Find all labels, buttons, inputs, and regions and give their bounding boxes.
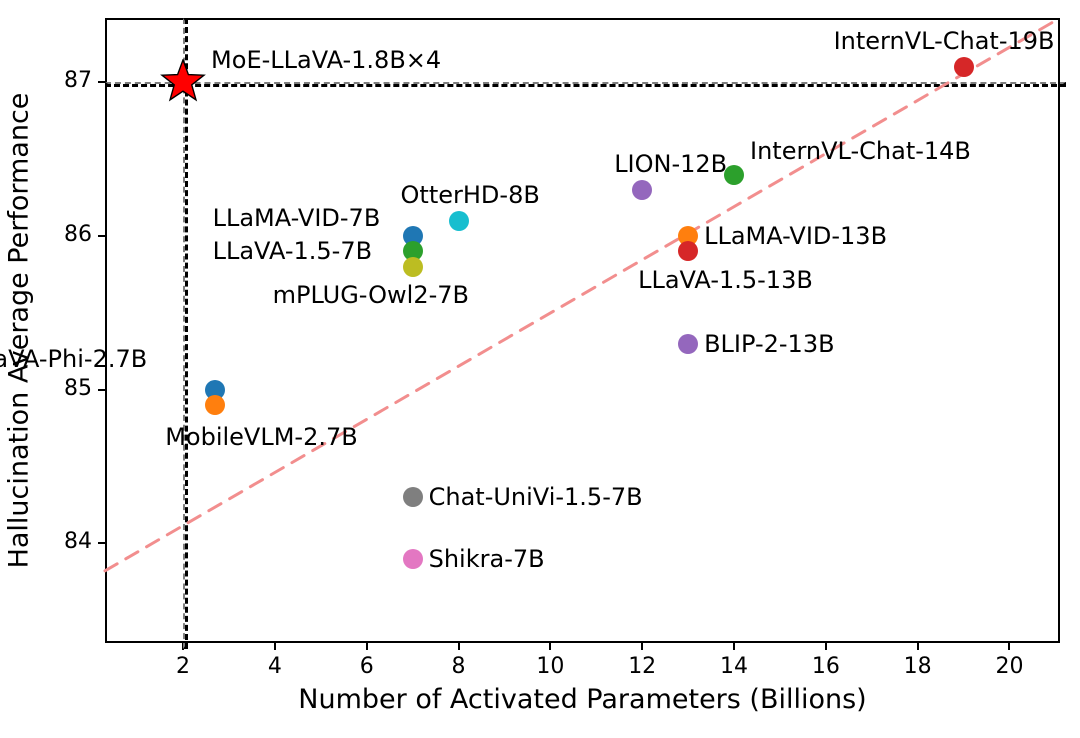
x-tick: [733, 643, 735, 650]
x-tick-label: 16: [796, 654, 856, 679]
x-tick: [825, 643, 827, 650]
y-axis-label: Hallucination Average Performance: [4, 30, 35, 630]
data-point: [632, 180, 652, 200]
y-tick: [98, 235, 105, 237]
x-tick-label: 2: [153, 654, 213, 679]
point-label: LION-12B: [614, 150, 727, 178]
point-label: LLaVA-1.5-13B: [638, 266, 813, 294]
point-label: LLaVA-Phi-2.7B: [0, 345, 147, 373]
data-point: [678, 334, 698, 354]
data-point: [449, 211, 469, 231]
x-tick: [917, 643, 919, 650]
point-label: LLaMA-VID-7B: [213, 204, 381, 232]
x-tick: [1008, 643, 1010, 650]
x-tick: [366, 643, 368, 650]
data-point: [403, 487, 423, 507]
point-label: mPLUG-Owl2-7B: [273, 281, 469, 309]
y-tick-label: 86: [64, 222, 92, 247]
y-tick-label: 87: [64, 68, 92, 93]
point-label: LLaMA-VID-13B: [704, 222, 887, 250]
data-point: [403, 549, 423, 569]
x-axis-label: Number of Activated Parameters (Billions…: [105, 684, 1060, 715]
x-tick-label: 10: [520, 654, 580, 679]
point-label: InternVL-Chat-19B: [834, 27, 1055, 55]
scatter-chart: Number of Activated Parameters (Billions…: [0, 0, 1080, 738]
x-tick-label: 14: [704, 654, 764, 679]
x-tick-label: 6: [337, 654, 397, 679]
point-label: Shikra-7B: [429, 545, 545, 573]
y-tick: [98, 389, 105, 391]
x-tick-label: 12: [612, 654, 672, 679]
data-point: [403, 257, 423, 277]
x-tick-label: 8: [429, 654, 489, 679]
x-tick: [458, 643, 460, 650]
point-label: LLaVA-1.5-7B: [213, 237, 372, 265]
star-label: MoE-LLaVA-1.8B×4: [211, 46, 441, 74]
point-label: MobileVLM-2.7B: [165, 423, 358, 451]
y-tick-label: 85: [64, 376, 92, 401]
x-tick: [549, 643, 551, 650]
x-tick: [641, 643, 643, 650]
x-tick-label: 4: [245, 654, 305, 679]
y-tick: [98, 81, 105, 83]
data-point: [205, 395, 225, 415]
data-point: [678, 241, 698, 261]
point-label: Chat-UniVi-1.5-7B: [429, 483, 643, 511]
point-label: InternVL-Chat-14B: [750, 137, 971, 165]
point-label: BLIP-2-13B: [704, 330, 834, 358]
trend-line: [105, 18, 1060, 643]
x-tick-label: 18: [888, 654, 948, 679]
y-tick: [98, 542, 105, 544]
y-tick-label: 84: [64, 529, 92, 554]
star-marker: [160, 59, 206, 105]
x-tick: [274, 643, 276, 650]
point-label: OtterHD-8B: [401, 181, 540, 209]
data-point: [954, 57, 974, 77]
x-tick-label: 20: [979, 654, 1039, 679]
